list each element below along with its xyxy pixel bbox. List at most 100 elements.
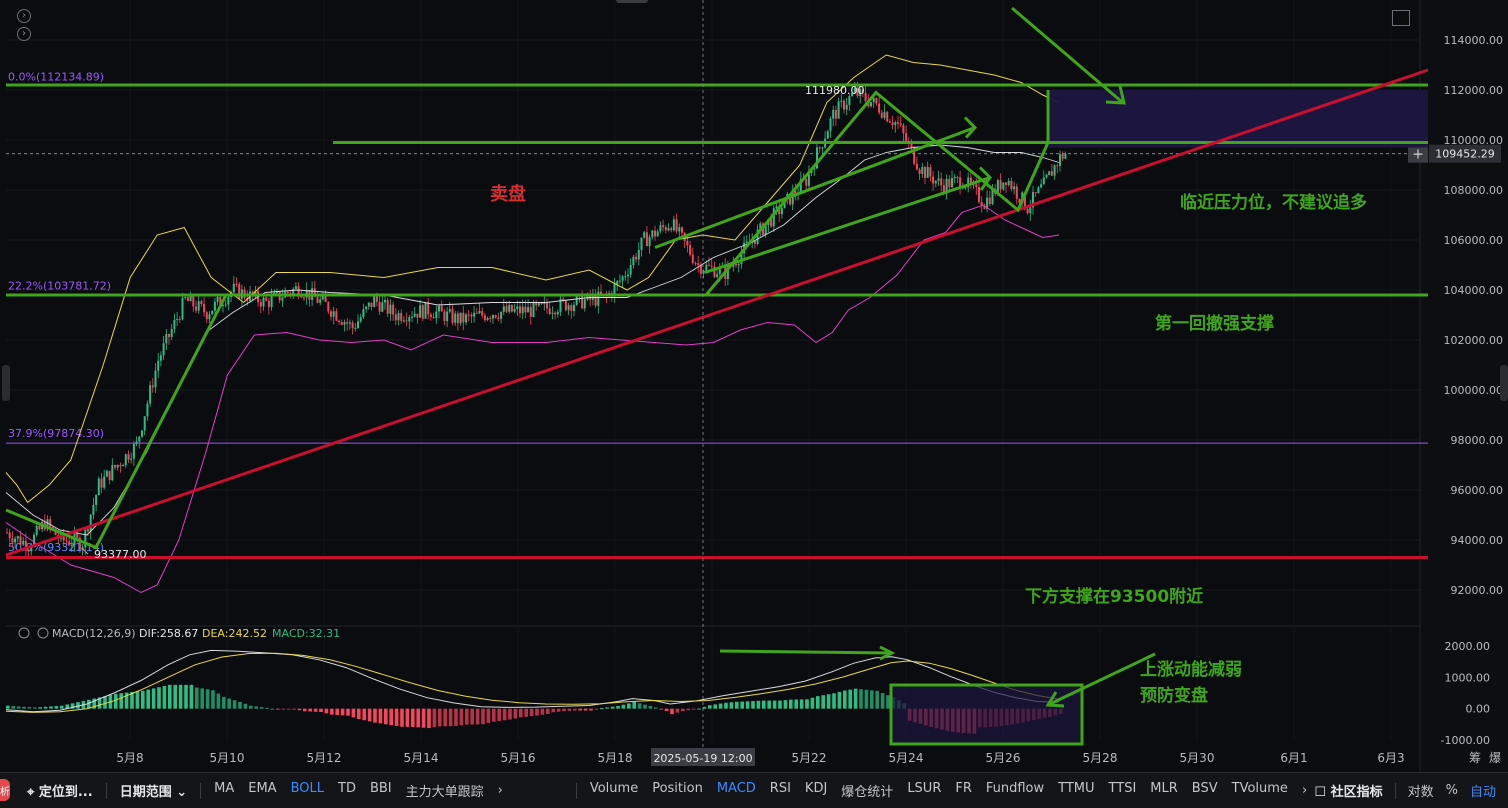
candle-body [413,313,416,317]
sub-indicator-rsi[interactable]: RSI [769,781,791,796]
community-indicators-button[interactable]: ☐ 社区指标 [1314,785,1383,800]
candle-body [84,529,87,548]
candle-body [756,229,759,244]
candle-body [203,304,206,313]
candle-body [705,264,708,271]
candle-body [986,197,989,209]
candle-body [732,263,735,267]
macd-histogram-bar [853,688,858,709]
main-indicator-主力大单跟踪[interactable]: 主力大单跟踪 [405,785,484,800]
sub-indicator-fr[interactable]: FR [955,781,972,796]
sub-indicator-mlr[interactable]: MLR [1150,781,1178,796]
candle-body [51,526,54,529]
price-tick-label: 112000.00 [1444,84,1504,97]
candle-body [473,312,476,317]
more-arrow-icon[interactable]: › [497,783,503,798]
log-scale-toggle[interactable]: 对数 [1407,785,1434,800]
panel-drag-handle[interactable] [616,0,648,3]
x-tick-label: 6月3 [1377,751,1404,765]
sub-indicator-tvolume[interactable]: TVolume [1231,781,1288,796]
candle-body [416,313,419,318]
candle-body [764,224,767,235]
sub-indicator-kdj[interactable]: KDJ [804,781,828,796]
more-arrow-icon[interactable]: › [1301,783,1308,798]
macd-histogram-bar [33,707,37,709]
sub-indicator-ttsi[interactable]: TTSI [1108,781,1137,796]
macd-histogram-bar [119,693,123,709]
x-tick-label: 5月12 [307,751,342,765]
macd-histogram-bar [605,707,609,709]
sub-indicator-macd[interactable]: MACD [716,781,756,796]
candle-body [132,443,135,459]
macd-histogram-bar [475,708,480,725]
macd-histogram-bar [114,693,118,709]
macd-histogram-bar [124,692,129,709]
sub-indicator-ttmu[interactable]: TTMU [1058,781,1095,796]
candle-body [354,328,357,330]
candle-body [513,309,516,312]
candle-body [227,297,230,305]
main-indicator-boll[interactable]: BOLL [290,781,324,796]
candle-body [303,297,305,299]
auto-scale-toggle[interactable]: 自动 [1469,785,1496,800]
analysis-badge[interactable]: 析 [0,779,10,801]
candle-body [1050,171,1053,176]
main-indicator-ma[interactable]: MA [214,781,235,796]
macd-tick-label: 1000.00 [1445,671,1491,684]
percent-toggle[interactable]: % [1445,783,1458,798]
candle-body [618,280,621,282]
candle-body [708,264,710,266]
date-range-button[interactable]: 日期范围 ⌄ [119,785,188,800]
sub-indicator-volume[interactable]: Volume [589,781,639,796]
liquidation-label: 爆 [1489,751,1501,765]
candle-body [713,266,716,278]
expand-arrow-icon[interactable]: › [17,27,31,41]
macd-histogram-bar [794,699,798,709]
left-collapse-handle[interactable] [2,365,10,401]
main-indicator-bbi[interactable]: BBI [369,781,392,796]
macd-histogram-bar [816,696,820,709]
main-indicator-ema[interactable]: EMA [248,781,277,796]
candle-body [192,295,195,307]
candle-body [959,177,962,189]
candle-body [381,302,384,312]
macd-histogram-bar [427,708,431,729]
macd-histogram-bar [216,693,221,709]
candle-body [551,312,554,314]
macd-histogram-bar [200,688,204,709]
candle-body [1023,192,1026,209]
candle-body [527,307,530,313]
sub-indicator-position[interactable]: Position [652,781,703,796]
locate-icon: ⌖ [27,785,39,800]
macd-histogram-bar [335,708,339,715]
candle-body [375,296,378,302]
macd-histogram-bar [168,684,172,709]
candle-body [11,538,14,543]
macd-histogram-bar [546,708,550,714]
right-collapse-handle[interactable] [1500,365,1508,401]
macd-histogram-bar [70,703,75,709]
macd-histogram-bar [303,708,307,712]
macd-histogram-bar [97,697,102,709]
x-tick-label: 5月30 [1180,751,1215,765]
candle-body [1032,192,1034,208]
candle-body [978,187,980,202]
sub-indicator-fundflow[interactable]: Fundflow [985,781,1045,796]
macd-histogram-bar [729,702,734,709]
macd-histogram-bar [556,708,561,712]
main-indicator-td[interactable]: TD [338,781,356,796]
macd-histogram-bar [659,708,663,710]
sub-indicator-爆仓统计[interactable]: 爆仓统计 [841,785,894,800]
locate-button[interactable]: ⌖ 定位到... [27,785,93,800]
sub-indicator-bsv[interactable]: BSV [1191,781,1218,796]
sub-indicator-lsur[interactable]: LSUR [907,781,942,796]
expand-arrow-icon[interactable]: › [17,9,31,23]
candle-body [330,311,332,317]
candle-body [22,540,25,545]
candle-body [481,310,484,316]
fullscreen-icon[interactable] [1392,10,1410,26]
candle-body [438,306,440,312]
macd-histogram-bar [308,708,312,712]
macd-histogram-bar [735,701,739,709]
price-chart[interactable]: 114000.00 112000.00 110000.00 108000.00 1060… [0,0,1508,772]
